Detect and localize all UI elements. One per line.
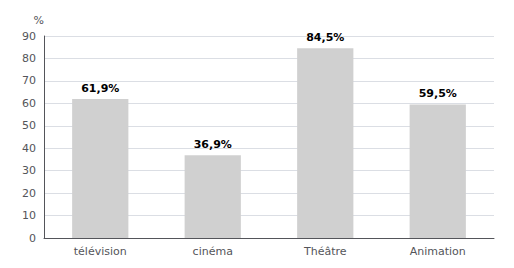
svg-text:Théâtre: Théâtre (303, 245, 347, 258)
svg-text:70: 70 (22, 74, 36, 87)
svg-text:84,5%: 84,5% (306, 31, 344, 44)
svg-text:%: % (34, 14, 44, 27)
svg-text:cinéma: cinéma (193, 245, 233, 258)
svg-text:60: 60 (22, 97, 36, 110)
svg-text:Animation: Animation (410, 245, 466, 258)
svg-text:40: 40 (22, 142, 36, 155)
svg-text:90: 90 (22, 30, 36, 43)
svg-text:10: 10 (22, 209, 36, 222)
svg-text:59,5%: 59,5% (419, 87, 457, 100)
svg-text:36,9%: 36,9% (194, 138, 232, 151)
svg-text:télévision: télévision (74, 245, 127, 258)
svg-text:80: 80 (22, 52, 36, 65)
svg-text:61,9%: 61,9% (81, 82, 119, 95)
svg-text:0: 0 (29, 232, 36, 245)
svg-text:30: 30 (22, 164, 36, 177)
svg-text:20: 20 (22, 187, 36, 200)
svg-text:50: 50 (22, 119, 36, 132)
